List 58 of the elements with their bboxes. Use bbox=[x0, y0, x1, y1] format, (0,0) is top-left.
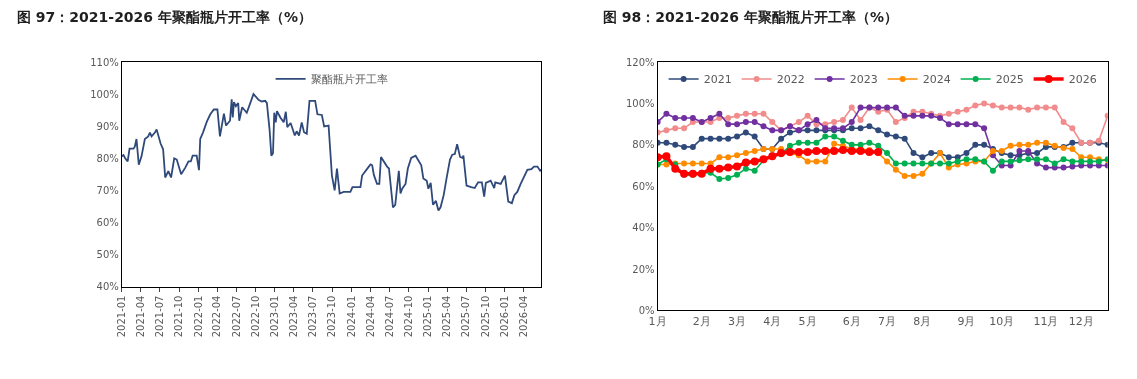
x-tick-label: 5月 bbox=[798, 314, 817, 328]
x-tick-label: 2021-10 bbox=[173, 295, 185, 338]
x-tick-label: 10月 bbox=[989, 314, 1015, 328]
x-tick-label: 2024-01 bbox=[345, 295, 357, 338]
x-tick-label: 7月 bbox=[878, 314, 897, 328]
x-tick-label: 2022-07 bbox=[230, 295, 242, 338]
legend-label: 2024 bbox=[922, 73, 951, 87]
y-tick-label: 90% bbox=[96, 120, 119, 132]
x-tick-label: 2024-10 bbox=[403, 295, 415, 338]
x-tick-label: 2021-04 bbox=[134, 295, 146, 338]
x-tick-label: 2021-07 bbox=[154, 295, 166, 338]
x-tick-label: 2023-07 bbox=[307, 295, 319, 338]
x-tick-label: 12月 bbox=[1068, 314, 1094, 328]
legend-label: 2022 bbox=[776, 73, 805, 87]
chart-title: 图 97：2021-2026 年聚酯瓶片开工率（%） bbox=[17, 9, 312, 25]
legend-label: 2025 bbox=[995, 73, 1024, 87]
y-tick-label: 100% bbox=[626, 97, 655, 109]
x-tick-label: 2022-10 bbox=[249, 295, 261, 338]
x-tick-label: 2021-01 bbox=[116, 295, 128, 338]
x-tick-label: 2024-04 bbox=[364, 295, 376, 338]
y-tick-label: 120% bbox=[626, 56, 655, 68]
y-tick-label: 80% bbox=[632, 139, 655, 151]
y-tick-label: 100% bbox=[90, 88, 119, 100]
x-tick-label: 2025-01 bbox=[422, 295, 434, 338]
chart-title: 图 98：2021-2026 年聚酯瓶片开工率（%） bbox=[603, 9, 898, 25]
x-tick-label: 2026-01 bbox=[498, 295, 510, 338]
x-tick-label: 9月 bbox=[957, 314, 976, 328]
y-tick-label: 40% bbox=[632, 222, 655, 234]
y-tick-label: 80% bbox=[96, 152, 119, 164]
x-tick-label: 2025-04 bbox=[441, 295, 453, 338]
x-tick-label: 2026-04 bbox=[517, 295, 529, 338]
y-tick-label: 60% bbox=[96, 216, 119, 228]
y-tick-label: 110% bbox=[90, 56, 119, 68]
x-tick-label: 2025-07 bbox=[460, 295, 472, 338]
x-tick-label: 2022-01 bbox=[192, 295, 204, 338]
x-tick-label: 2023-10 bbox=[326, 295, 338, 338]
legend-label: 聚酯瓶片开工率 bbox=[310, 73, 388, 87]
x-tick-label: 2022-04 bbox=[211, 295, 223, 338]
x-tick-label: 11月 bbox=[1033, 314, 1059, 328]
x-tick-label: 4月 bbox=[763, 314, 782, 328]
x-tick-label: 2023-04 bbox=[288, 295, 300, 338]
x-tick-label: 2月 bbox=[692, 314, 711, 328]
x-tick-label: 2025-10 bbox=[479, 295, 491, 338]
legend-label: 2026 bbox=[1068, 73, 1097, 87]
y-tick-label: 60% bbox=[632, 180, 655, 192]
legend-label: 2021 bbox=[703, 73, 732, 87]
y-tick-label: 40% bbox=[96, 281, 119, 293]
x-tick-label: 2023-01 bbox=[269, 295, 281, 338]
x-tick-label: 3月 bbox=[728, 314, 747, 328]
y-tick-label: 20% bbox=[632, 263, 655, 275]
y-tick-label: 70% bbox=[96, 184, 119, 196]
y-tick-label: 0% bbox=[638, 304, 655, 316]
y-tick-label: 50% bbox=[96, 248, 119, 260]
x-tick-label: 2024-07 bbox=[383, 295, 395, 338]
x-tick-label: 1月 bbox=[648, 314, 667, 328]
legend-label: 2023 bbox=[849, 73, 878, 87]
x-tick-label: 8月 bbox=[913, 314, 932, 328]
x-tick-label: 6月 bbox=[842, 314, 861, 328]
